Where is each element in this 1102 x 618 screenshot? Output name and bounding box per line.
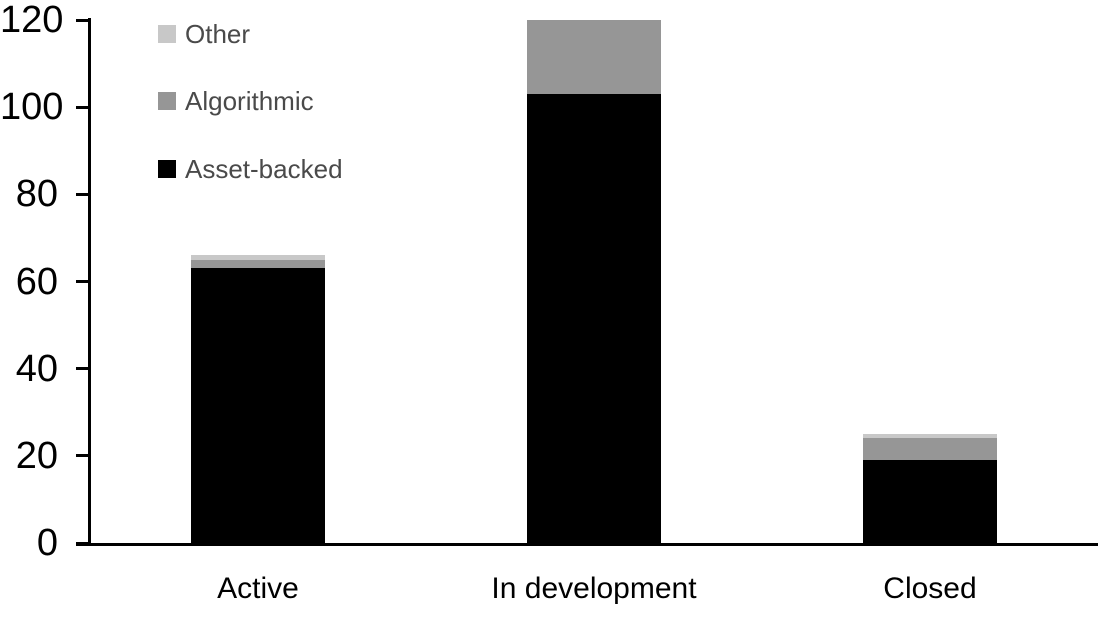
y-tick-mark: [76, 193, 88, 196]
y-tick-label: 80: [15, 173, 58, 215]
bar-segment-asset-backed: [191, 268, 325, 543]
legend-label: Asset-backed: [185, 154, 343, 184]
legend-swatch-icon: [158, 160, 176, 178]
legend-item-algorithmic: Algorithmic: [158, 88, 314, 114]
y-tick-mark: [76, 106, 88, 109]
legend-label: Algorithmic: [185, 86, 314, 116]
y-tick-label: 0: [36, 522, 58, 564]
y-axis-line: [88, 18, 91, 546]
y-tick-label: 100: [0, 86, 64, 128]
legend-item-other: Other: [158, 21, 250, 47]
legend-swatch-icon: [158, 92, 176, 110]
bar-segment-other: [863, 434, 997, 439]
y-tick-label: 40: [15, 348, 58, 390]
bar-segment-algorithmic: [191, 259, 325, 269]
legend-swatch-icon: [158, 25, 176, 43]
x-category-label: Closed: [883, 572, 977, 605]
x-axis-line: [76, 543, 1098, 546]
x-category-label: Active: [217, 572, 299, 605]
y-tick-label: 20: [15, 435, 58, 477]
bar-segment-algorithmic: [863, 438, 997, 461]
y-tick-label: 60: [15, 261, 58, 303]
bar-segment-asset-backed: [863, 460, 997, 543]
y-tick-mark: [76, 542, 88, 545]
y-tick-mark: [76, 367, 88, 370]
y-tick-mark: [76, 454, 88, 457]
bar-segment-asset-backed: [527, 94, 661, 543]
x-category-label: In development: [491, 572, 697, 605]
y-tick-mark: [76, 280, 88, 283]
y-tick-label: 120: [0, 0, 64, 41]
legend-item-asset-backed: Asset-backed: [158, 156, 343, 182]
y-tick-mark: [76, 19, 88, 22]
bar-segment-other: [191, 255, 325, 260]
bar-segment-algorithmic: [527, 20, 661, 95]
legend-label: Other: [185, 19, 251, 49]
